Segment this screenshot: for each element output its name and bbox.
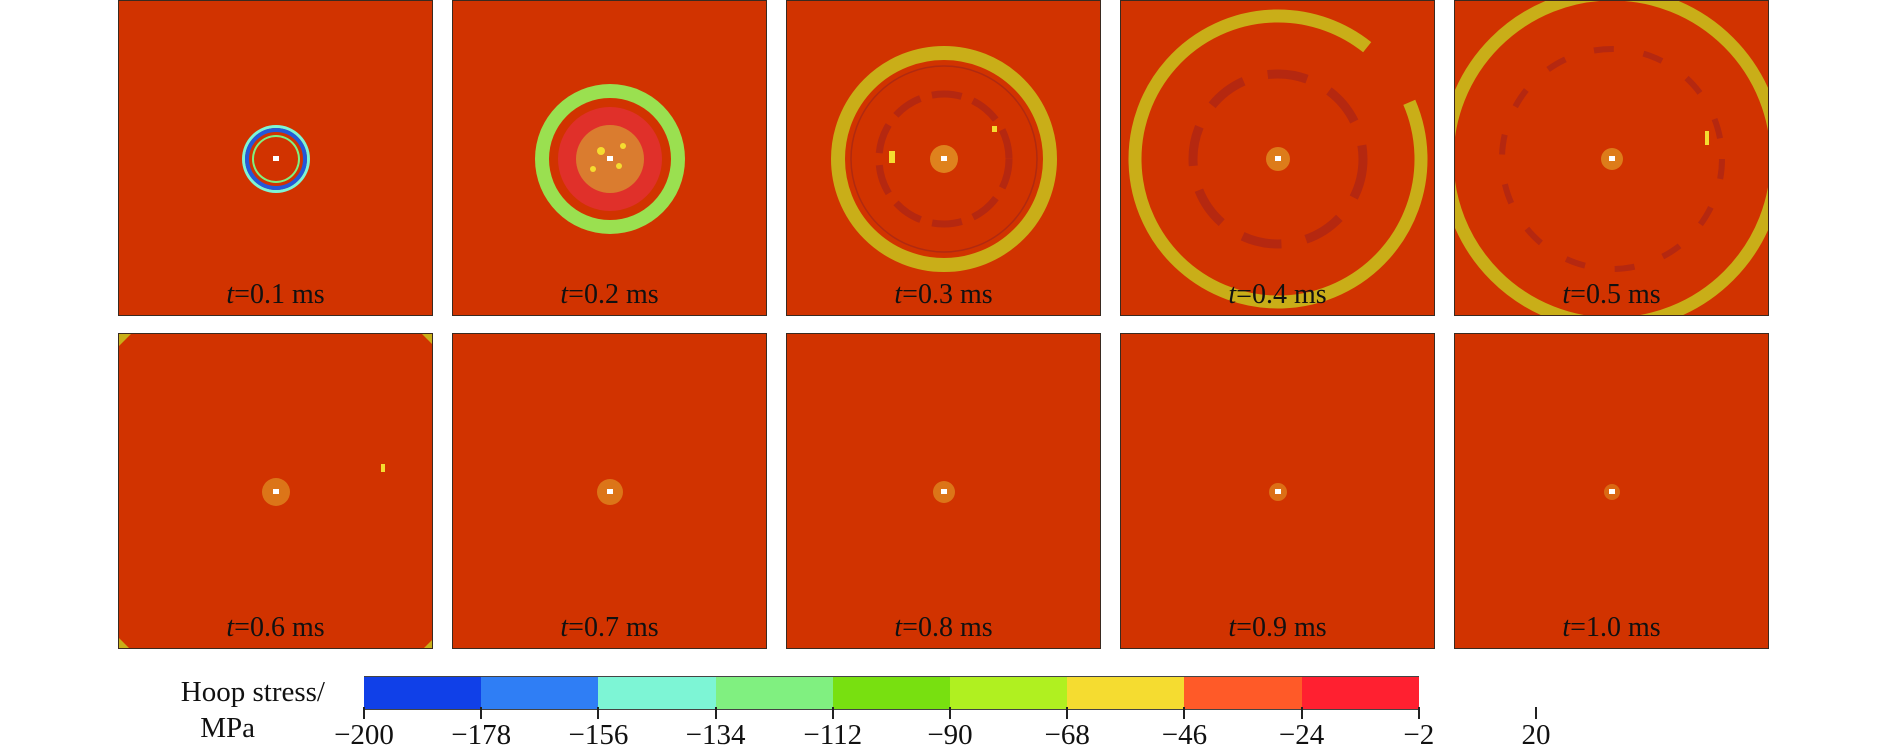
legend-title-line2: MPa [200,712,255,744]
panel-t-1-0: t=1.0 ms [1454,333,1769,649]
color-bar-tick-label: −68 [1044,719,1090,751]
color-bar-segment [949,677,1068,709]
color-bar-segment [598,677,716,709]
color-bar-tick-label: −178 [451,719,512,751]
color-bar-tick-label: −156 [568,719,629,751]
time-label: t=0.8 ms [894,612,993,643]
panel-t-0-7: t=0.7 ms [452,333,767,649]
panel-t-0-1: t=0.1 ms [118,0,433,316]
stress-field-image [1455,1,1768,315]
color-bar-segment [1184,677,1302,709]
stress-field-image [597,479,623,505]
panel-t-0-8: t=0.8 ms [786,333,1101,649]
color-bar-tick-label: −112 [803,719,863,751]
color-bar-segment [1301,677,1419,709]
color-bar [364,676,1419,710]
color-bar-tick-label: −46 [1161,719,1208,751]
panel-t-0-6: t=0.6 ms [118,333,433,649]
wavefront-ring [831,46,1057,272]
stress-field-image [1604,484,1620,500]
time-label: t=0.2 ms [560,279,659,310]
color-bar-tick [831,707,834,719]
panel-t-0-2: t=0.2 ms [452,0,767,316]
color-bar-tick-label: −90 [927,719,973,751]
time-label: t=0.6 ms [226,612,325,643]
color-bar-tick-label: −24 [1278,719,1325,751]
color-bar-tick [1300,707,1303,719]
panel-t-0-4: t=0.4 ms [1120,0,1435,316]
blast-hole [607,489,613,494]
time-label: t=0.4 ms [1228,279,1327,310]
blast-hole [1275,156,1281,161]
color-bar-segment [1067,677,1185,709]
color-bar-tick-label: −134 [685,719,746,751]
blast-hole [941,156,947,161]
color-bar-tick [949,707,951,719]
blast-hole [1609,156,1615,161]
wavefront-ring [1128,9,1428,309]
stress-field-image [1128,9,1428,309]
color-bar-tick [480,707,483,719]
color-bar-tick [714,707,717,719]
color-bar-tick-label: 20 [1521,719,1551,751]
blast-hole [607,156,613,161]
color-bar-tick [1535,707,1537,719]
time-label: t=0.7 ms [560,612,659,643]
time-label: t=0.5 ms [1562,279,1661,310]
color-bar-segment [364,677,482,709]
stress-field-image [933,481,955,503]
time-label: t=1.0 ms [1562,612,1661,643]
color-bar-segment [481,677,599,709]
blast-hole [273,156,279,161]
color-bar-segment [832,677,950,709]
color-bar-tick-label: −2 [1403,719,1435,751]
color-bar-tick [1066,707,1069,719]
color-bar-tick-label: −200 [334,719,394,751]
legend-title: Hoop stress/ MPa [120,674,325,746]
time-label: t=0.9 ms [1228,612,1327,643]
color-bar-tick [1417,707,1420,719]
panel-t-0-5: t=0.5 ms [1454,0,1769,316]
stress-field-image [119,334,432,648]
color-bar-segment [715,677,833,709]
blast-hole [1609,489,1615,494]
blue-stress-ring [245,128,307,190]
panel-t-0-3: t=0.3 ms [786,0,1101,316]
time-label: t=0.3 ms [894,279,993,310]
blast-hole [941,489,947,494]
time-label: t=0.1 ms [226,279,325,310]
stress-field-image [535,84,685,234]
blast-hole [1275,489,1281,494]
stress-field-image [242,125,310,193]
color-bar-tick [597,707,600,719]
legend-title-line1: Hoop stress/ [180,676,325,708]
panel-t-0-9: t=0.9 ms [1120,333,1435,649]
stress-field-image [831,46,1057,272]
stress-field-image [1269,483,1287,501]
color-bar-tick [363,707,365,719]
blast-hole [273,489,279,494]
color-bar-tick [1183,707,1186,719]
